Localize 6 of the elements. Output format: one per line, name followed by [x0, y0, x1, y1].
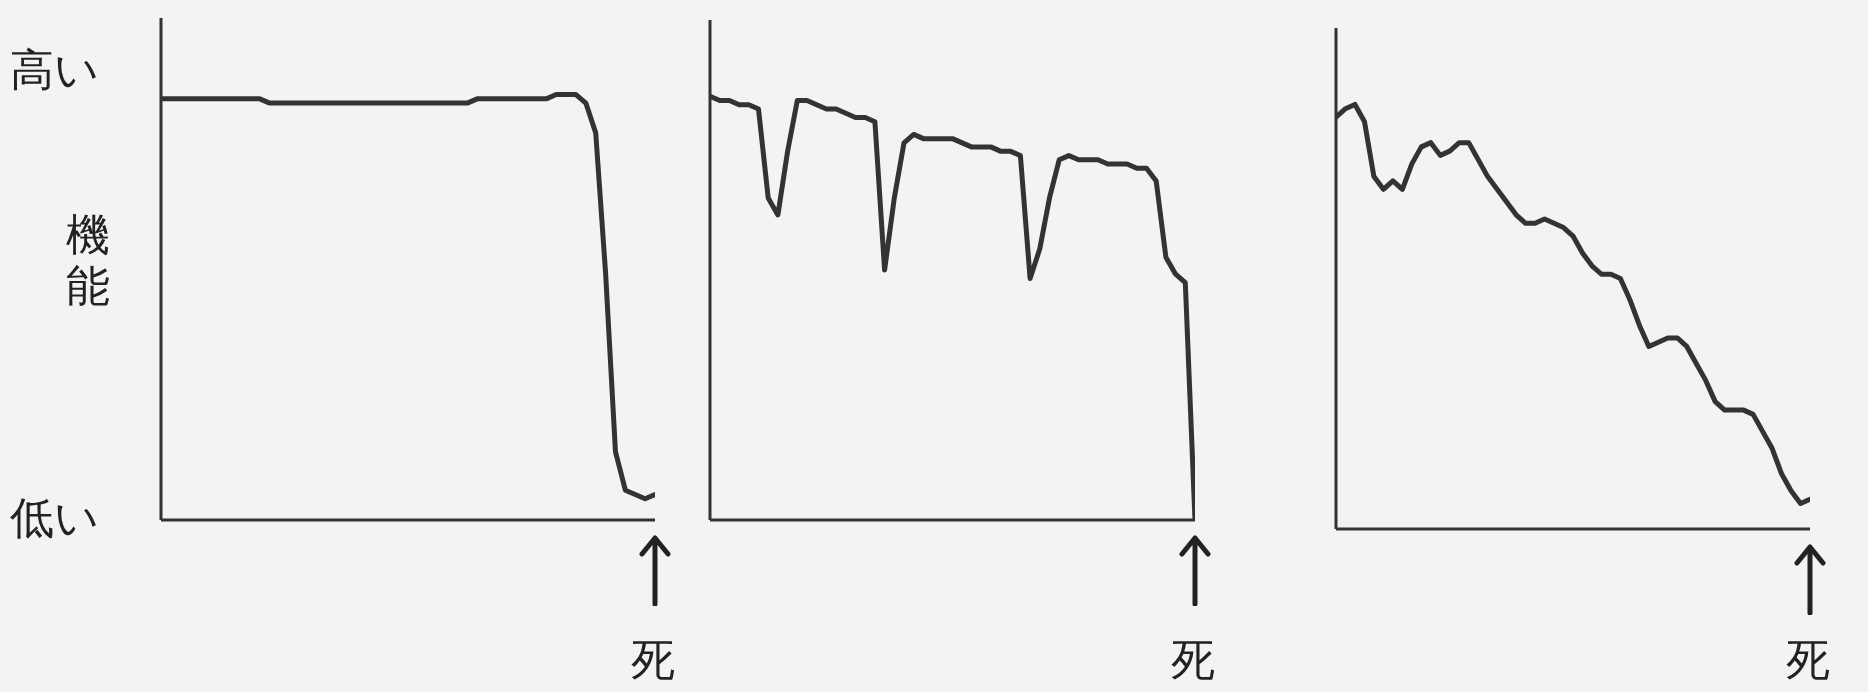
text: 低い [10, 492, 99, 543]
text: 高い [10, 44, 99, 95]
text: 死 [631, 634, 675, 685]
y-axis-title: 機能 [66, 209, 111, 312]
text: 死 [1171, 634, 1215, 685]
text: 死 [1786, 634, 1830, 685]
